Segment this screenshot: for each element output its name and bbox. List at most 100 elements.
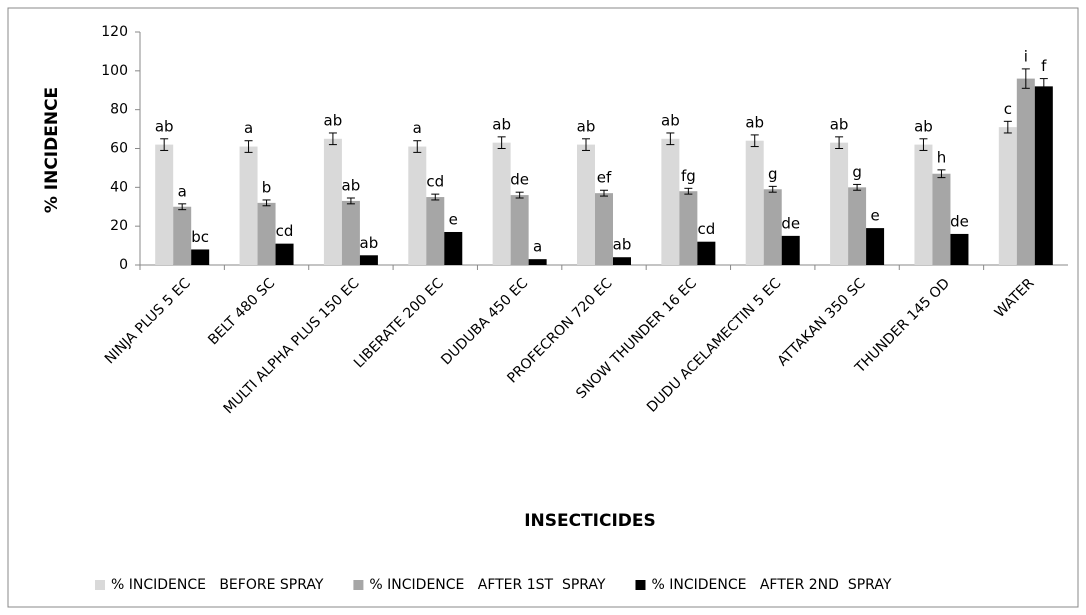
bar xyxy=(239,146,258,265)
error-bar xyxy=(835,136,844,149)
significance-label: de xyxy=(950,212,969,230)
error-bar xyxy=(244,140,253,153)
bar xyxy=(781,235,800,265)
chart-border xyxy=(7,7,1079,608)
significance-label: e xyxy=(449,210,458,228)
error-bar xyxy=(346,197,355,205)
y-tick-label: 80 xyxy=(110,102,128,118)
bar xyxy=(426,197,445,265)
y-tick-label: 0 xyxy=(119,257,128,273)
bar xyxy=(998,127,1017,266)
significance-label: g xyxy=(768,165,778,183)
legend-swatch xyxy=(95,580,105,590)
significance-label: fg xyxy=(681,167,696,185)
bar xyxy=(528,259,547,265)
significance-label: de xyxy=(781,214,800,232)
bar xyxy=(697,241,716,265)
legend-label: % INCIDENCE AFTER 2ND SPRAY xyxy=(651,577,891,593)
error-bar xyxy=(919,138,928,151)
significance-label: f xyxy=(1041,57,1047,75)
bar xyxy=(848,187,867,265)
significance-label: ab xyxy=(613,236,632,254)
y-axis-title: % INCIDENCE xyxy=(42,87,62,213)
error-bar xyxy=(768,185,777,193)
significance-label: cd xyxy=(276,222,294,240)
y-tick-label: 60 xyxy=(110,141,128,157)
error-bar xyxy=(684,187,693,195)
significance-label: h xyxy=(937,148,947,166)
bar xyxy=(492,142,511,265)
bar xyxy=(408,146,427,265)
bar xyxy=(914,144,933,265)
error-bar xyxy=(600,189,608,197)
bar xyxy=(444,231,463,265)
error-bar xyxy=(937,169,946,179)
significance-label: ab xyxy=(830,115,849,133)
legend-label: % INCIDENCE BEFORE SPRAY xyxy=(111,577,324,593)
y-tick-label: 120 xyxy=(101,24,128,40)
error-bar xyxy=(262,199,271,207)
significance-label: ab xyxy=(155,117,174,135)
significance-label: ab xyxy=(577,117,596,135)
error-bar xyxy=(328,132,337,146)
significance-label: ab xyxy=(745,113,764,131)
y-tick-label: 100 xyxy=(101,63,128,79)
significance-label: de xyxy=(510,171,529,189)
bar xyxy=(745,140,764,265)
bar xyxy=(613,257,631,265)
error-bar xyxy=(497,136,506,149)
bar xyxy=(577,144,595,265)
significance-label: ab xyxy=(324,111,343,129)
significance-label: c xyxy=(1004,100,1012,118)
y-tick-label: 20 xyxy=(110,218,128,234)
legend-swatch xyxy=(635,580,646,590)
error-bar xyxy=(515,191,524,199)
significance-label: ab xyxy=(360,234,379,252)
bar xyxy=(323,138,342,265)
y-tick-label: 40 xyxy=(110,179,128,195)
error-bar xyxy=(853,183,862,191)
significance-label: ef xyxy=(597,169,612,187)
bar xyxy=(191,249,210,265)
bar xyxy=(763,189,782,265)
significance-label: i xyxy=(1024,47,1028,65)
error-bar xyxy=(666,132,675,146)
bar xyxy=(595,193,613,265)
bar xyxy=(341,200,360,265)
error-bar xyxy=(431,193,440,201)
legend-label: % INCIDENCE AFTER 1ST SPRAY xyxy=(369,577,606,593)
error-bar xyxy=(1003,120,1012,134)
bar xyxy=(661,138,680,265)
error-bar xyxy=(178,203,187,211)
significance-label: bc xyxy=(191,228,209,246)
bar xyxy=(173,206,192,265)
significance-label: a xyxy=(244,119,253,137)
significance-label: ab xyxy=(342,177,361,195)
significance-label: b xyxy=(262,178,272,196)
bar xyxy=(275,243,294,265)
error-bar xyxy=(1021,68,1030,89)
bar xyxy=(1034,86,1053,265)
bar xyxy=(1016,78,1035,265)
error-bar xyxy=(1039,78,1048,95)
significance-label: cd xyxy=(426,173,444,191)
legend-swatch xyxy=(353,580,364,590)
bar xyxy=(866,228,885,265)
x-axis-title: INSECTICIDES xyxy=(524,511,656,531)
bar xyxy=(830,142,849,265)
significance-label: ab xyxy=(661,111,680,129)
error-bar xyxy=(413,140,422,153)
bar xyxy=(679,191,698,265)
significance-label: cd xyxy=(697,220,715,238)
error-bar xyxy=(160,138,169,151)
significance-label: e xyxy=(870,207,879,225)
bar xyxy=(510,195,529,265)
error-bar xyxy=(582,138,590,151)
bar xyxy=(950,233,969,265)
significance-label: a xyxy=(413,119,422,137)
significance-label: ab xyxy=(492,115,511,133)
bar xyxy=(359,255,378,265)
significance-label: a xyxy=(533,238,542,256)
significance-label: a xyxy=(178,182,187,200)
